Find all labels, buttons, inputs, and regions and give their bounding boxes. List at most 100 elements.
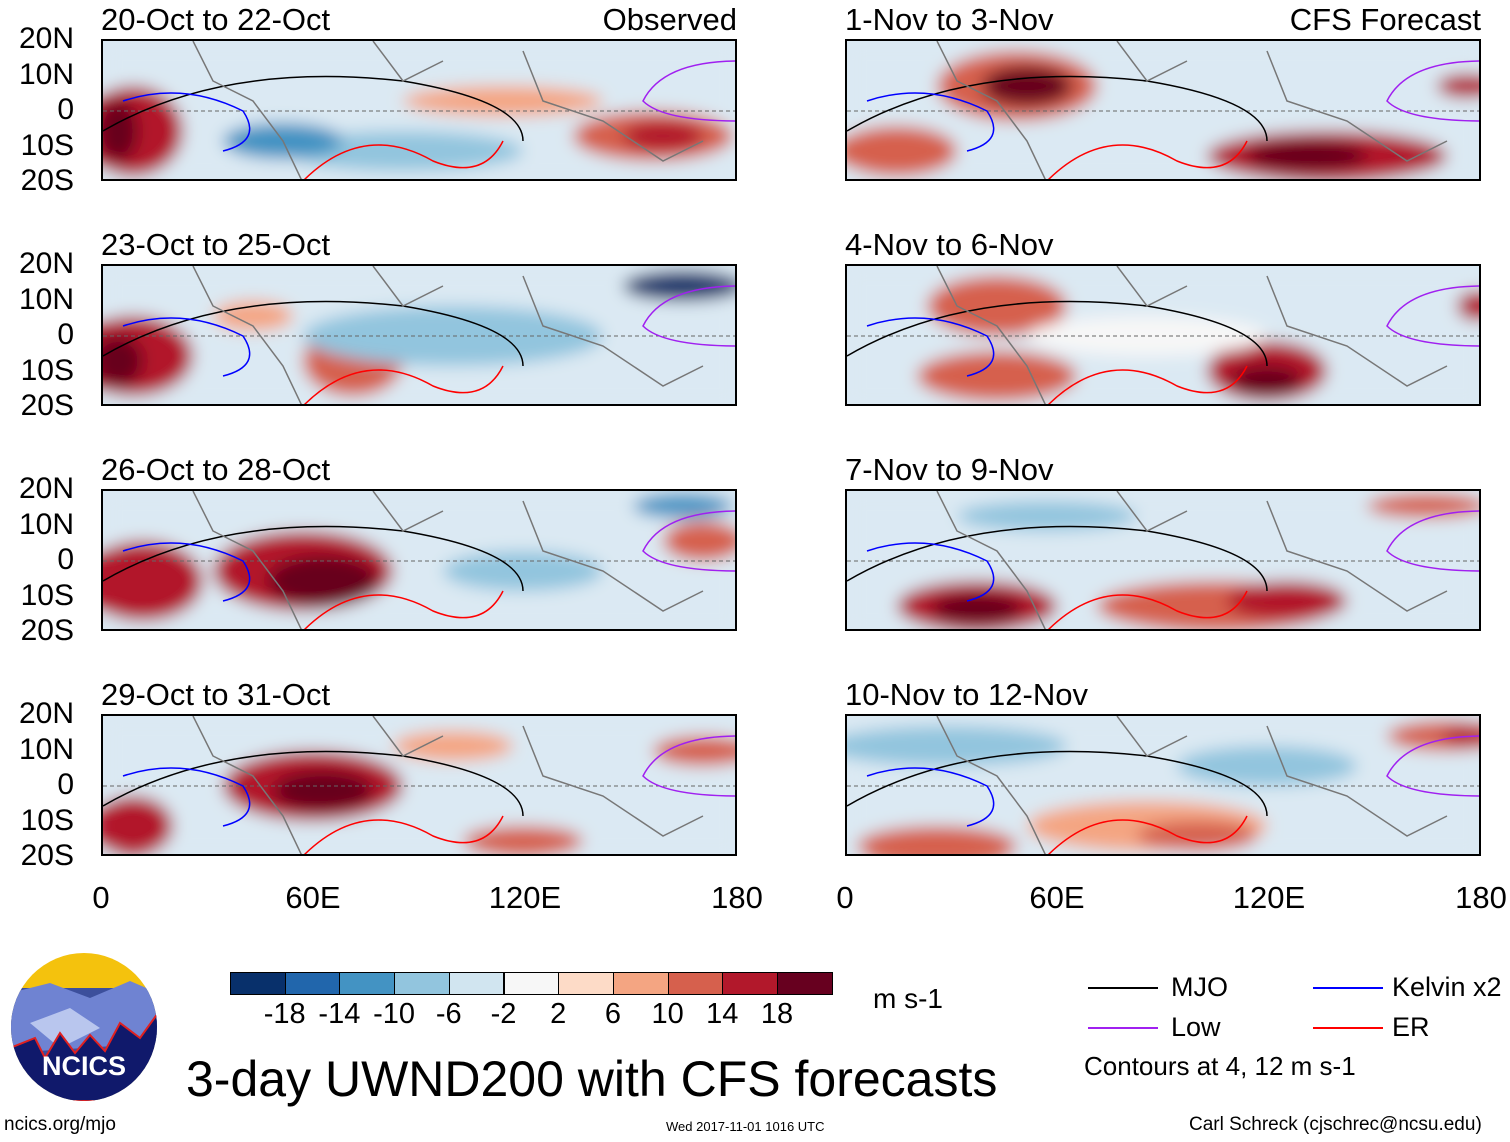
kelvin-contour: [122, 317, 251, 377]
anomaly-region: [1247, 141, 1367, 171]
panel-title: 7-Nov to 9-Nov: [845, 452, 1054, 487]
lat-tick-label: 20N: [18, 247, 74, 280]
colorbar-swatch: [230, 972, 286, 995]
colorbar-swatch: [394, 972, 450, 995]
anomaly-region: [463, 826, 583, 854]
legend-er: ER: [1392, 1012, 1430, 1042]
map-panel: [101, 39, 737, 181]
coastline: [192, 491, 704, 629]
low-contour: [642, 60, 735, 122]
lat-tick-label: 20S: [20, 614, 74, 647]
anomaly-region: [103, 101, 138, 161]
colorbar-label: -6: [435, 998, 462, 1030]
lon-tick-label: 0: [836, 880, 854, 915]
mjo-contour: [103, 300, 524, 367]
anomaly-region: [847, 126, 957, 176]
anomaly-region: [653, 736, 735, 766]
lat-tick-label: 10S: [20, 803, 74, 837]
er-contour: [304, 365, 504, 404]
kelvin-contour: [122, 767, 251, 827]
anomaly-region: [103, 336, 143, 386]
lat-tick-label: 20S: [20, 164, 74, 197]
coastline: [192, 266, 704, 404]
anomaly-region: [1442, 726, 1479, 746]
column-label: Observed: [602, 2, 737, 37]
colorbar-label: 2: [550, 998, 567, 1030]
lat-tick-label: 10N: [18, 57, 74, 91]
low-contour: [642, 735, 735, 797]
anomaly-region: [393, 731, 513, 761]
colorbar-swatch: [339, 972, 396, 995]
er-contour: [1048, 365, 1248, 404]
panel-title: 20-Oct to 22-Oct: [101, 2, 331, 37]
anomaly-region: [982, 66, 1072, 106]
kelvin-contour: [866, 542, 995, 602]
colorbar-label: -2: [490, 998, 517, 1030]
colorbar-swatch: [777, 972, 833, 995]
lat-tick-label: 10N: [18, 507, 74, 541]
lon-tick-label: 120E: [1232, 880, 1306, 915]
mjo-contour: [103, 525, 524, 592]
kelvin-contour: [866, 317, 995, 377]
er-contour: [304, 815, 504, 854]
map-panel: [845, 714, 1481, 856]
er-contour: [304, 590, 504, 629]
map-panel: [845, 264, 1481, 406]
mjo-contour: [847, 300, 1268, 367]
colorbar-label: -14: [318, 998, 361, 1030]
coastline: [192, 716, 704, 854]
lat-tick-label: 0: [57, 318, 74, 351]
lat-tick-label: 10S: [20, 353, 74, 387]
lat-tick-label: 10S: [20, 578, 74, 612]
colorbar-swatch: [448, 972, 505, 995]
coastline: [936, 491, 1448, 629]
anomaly-region: [633, 494, 733, 518]
footer-url[interactable]: ncics.org/mjo: [4, 1114, 116, 1135]
anomaly-region: [623, 121, 703, 151]
anomaly-region: [213, 301, 293, 331]
coastline: [936, 41, 1448, 179]
lon-tick-label: 120E: [488, 880, 562, 915]
anomaly-region: [1027, 316, 1267, 356]
lat-tick-label: 10N: [18, 282, 74, 316]
mjo-contour: [847, 75, 1268, 142]
kelvin-contour: [122, 542, 251, 602]
colorbar-swatch: [503, 972, 560, 995]
colorbar-label: -18: [263, 998, 306, 1030]
lat-tick-label: 10N: [18, 732, 74, 766]
contour-note: Contours at 4, 12 m s-1: [1084, 1051, 1356, 1081]
panel-title: 23-Oct to 25-Oct: [101, 227, 331, 262]
low-contour: [642, 285, 735, 347]
colorbar-swatch: [667, 972, 724, 995]
lat-tick-label: 20N: [18, 472, 74, 505]
anomaly-region: [1177, 746, 1357, 786]
coastline: [936, 266, 1448, 404]
lon-tick-label: 60E: [1029, 880, 1085, 915]
panel-title: 29-Oct to 31-Oct: [101, 677, 331, 712]
lon-tick-label: 60E: [285, 880, 341, 915]
kelvin-contour: [122, 92, 251, 152]
map-panel: [101, 714, 737, 856]
anomaly-region: [103, 796, 173, 854]
panel-title: 10-Nov to 12-Nov: [845, 677, 1088, 712]
anomaly-region: [1367, 494, 1479, 518]
anomaly-region: [663, 521, 735, 561]
legend-kelvin-line: [1313, 987, 1383, 989]
colorbar-swatch: [284, 972, 341, 995]
anomaly-region: [917, 351, 1077, 401]
lat-tick-label: 20S: [20, 839, 74, 872]
coastline: [936, 716, 1448, 854]
anomaly-region: [932, 594, 1022, 624]
low-contour: [642, 510, 735, 572]
colorbar-swatch: [558, 972, 614, 995]
footer-credit: Carl Schreck (cjschrec@ncsu.edu): [1189, 1114, 1482, 1135]
legend-low-line: [1088, 1027, 1158, 1029]
anomaly-region: [1137, 821, 1257, 851]
colorbar-units: m s-1: [873, 983, 943, 1014]
mjo-contour: [103, 75, 524, 142]
colorbar-swatch: [722, 972, 778, 995]
map-panel: [845, 39, 1481, 181]
lon-tick-label: 180: [711, 880, 763, 915]
anomaly-region: [847, 726, 1067, 766]
